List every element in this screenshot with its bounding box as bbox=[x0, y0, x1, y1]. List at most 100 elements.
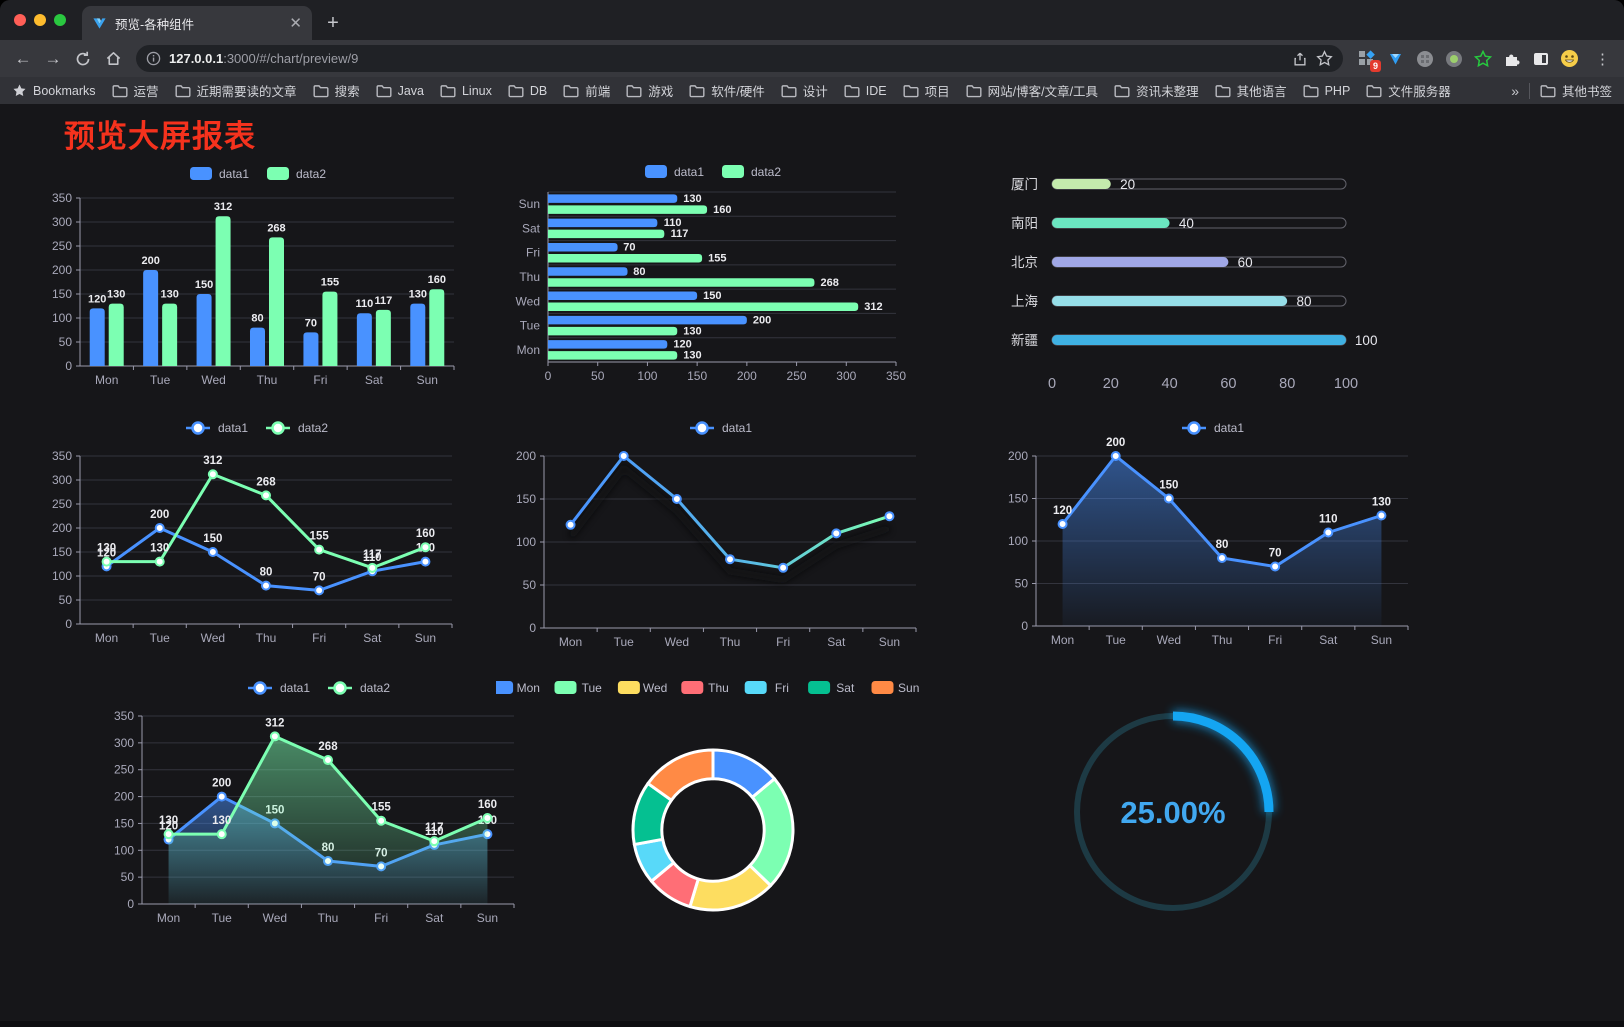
site-info-icon[interactable] bbox=[146, 51, 161, 66]
bookmarks-overflow-chevron[interactable]: » bbox=[1511, 82, 1519, 99]
svg-text:Thu: Thu bbox=[318, 911, 339, 925]
svg-text:312: 312 bbox=[214, 201, 232, 213]
svg-text:北京: 北京 bbox=[1011, 255, 1038, 270]
url-text[interactable]: 127.0.0.1:3000/#/chart/preview/9 bbox=[169, 51, 1284, 66]
svg-text:Sun: Sun bbox=[898, 681, 919, 695]
svg-text:70: 70 bbox=[305, 317, 317, 329]
bookmark-item[interactable]: PHP bbox=[1303, 84, 1350, 98]
window-controls[interactable] bbox=[14, 14, 66, 26]
svg-text:312: 312 bbox=[203, 455, 222, 467]
bookmark-item[interactable]: Linux bbox=[440, 84, 492, 98]
svg-text:20: 20 bbox=[1103, 376, 1119, 392]
address-bar[interactable]: 127.0.0.1:3000/#/chart/preview/9 bbox=[136, 45, 1343, 72]
svg-text:Tue: Tue bbox=[614, 635, 635, 649]
svg-text:200: 200 bbox=[114, 790, 134, 804]
new-tab-button[interactable]: + bbox=[327, 11, 339, 34]
svg-text:130: 130 bbox=[107, 289, 125, 301]
svg-text:0: 0 bbox=[1048, 376, 1056, 392]
bookmark-label: 游戏 bbox=[648, 85, 674, 99]
folder-icon bbox=[563, 84, 579, 97]
bookmark-item[interactable]: 搜索 bbox=[313, 81, 360, 100]
svg-text:Wed: Wed bbox=[643, 681, 667, 695]
folder-icon bbox=[844, 84, 860, 97]
tab-close-icon[interactable]: ✕ bbox=[289, 14, 302, 32]
browser-tab[interactable]: 预览-各种组件 ✕ bbox=[82, 6, 312, 40]
extension-puzzle-icon[interactable] bbox=[1502, 49, 1521, 68]
extension-star-icon[interactable] bbox=[1473, 49, 1492, 68]
bookmarks-label: Bookmarks bbox=[33, 83, 96, 98]
bookmark-item[interactable]: 前端 bbox=[563, 81, 610, 100]
extension-sidepanel-icon[interactable] bbox=[1531, 49, 1550, 68]
bookmark-item[interactable]: 近期需要读的文章 bbox=[175, 81, 297, 100]
charts-grid: data1 data2 0 50 100 150 200 250 300 350 Mon Tue Wed… bbox=[24, 158, 1624, 958]
bookmark-item[interactable]: Java bbox=[376, 84, 424, 98]
bookmark-item[interactable]: 资讯未整理 bbox=[1114, 81, 1199, 100]
bookmark-item[interactable]: 网站/博客/文章/工具 bbox=[966, 81, 1098, 100]
svg-text:Tue: Tue bbox=[520, 319, 541, 333]
svg-text:data2: data2 bbox=[298, 421, 328, 435]
svg-text:Mon: Mon bbox=[95, 373, 118, 387]
bookmark-item[interactable]: DB bbox=[508, 84, 547, 98]
bookmark-label: DB bbox=[529, 83, 548, 98]
svg-text:上海: 上海 bbox=[1011, 294, 1038, 309]
svg-text:Sun: Sun bbox=[415, 631, 436, 645]
extension-record-icon[interactable] bbox=[1444, 49, 1463, 68]
window-bottom-edge bbox=[0, 1021, 1624, 1027]
share-icon[interactable] bbox=[1292, 51, 1308, 67]
svg-text:50: 50 bbox=[121, 870, 135, 884]
back-button[interactable]: ← bbox=[14, 48, 32, 68]
svg-text:0: 0 bbox=[1021, 619, 1028, 633]
bookmark-item[interactable]: 软件/硬件 bbox=[689, 81, 765, 100]
svg-text:300: 300 bbox=[114, 736, 134, 750]
svg-text:Thu: Thu bbox=[257, 373, 278, 387]
bookmark-item[interactable]: 设计 bbox=[781, 81, 828, 100]
reload-button[interactable] bbox=[70, 46, 96, 72]
svg-text:Thu: Thu bbox=[1212, 633, 1233, 647]
bookmark-label: 项目 bbox=[924, 85, 950, 99]
folder-icon bbox=[626, 84, 642, 97]
svg-text:Wed: Wed bbox=[201, 631, 225, 645]
close-window-button[interactable] bbox=[14, 14, 26, 26]
bookmark-label: 前端 bbox=[585, 85, 611, 99]
svg-text:Sat: Sat bbox=[365, 373, 384, 387]
svg-text:250: 250 bbox=[114, 763, 134, 777]
home-button[interactable] bbox=[100, 46, 126, 72]
svg-text:Sat: Sat bbox=[522, 221, 541, 235]
svg-text:312: 312 bbox=[265, 717, 284, 729]
svg-text:130: 130 bbox=[159, 815, 178, 827]
bookmark-star-icon[interactable] bbox=[1316, 50, 1333, 67]
svg-text:25.00%: 25.00% bbox=[1120, 795, 1225, 830]
extension-grid-icon[interactable]: 9 bbox=[1357, 49, 1381, 72]
bookmark-label: 运营 bbox=[133, 85, 159, 99]
svg-text:155: 155 bbox=[708, 252, 726, 264]
bookmark-item[interactable]: IDE bbox=[844, 84, 887, 98]
svg-text:Wed: Wed bbox=[263, 911, 287, 925]
forward-button[interactable]: → bbox=[44, 48, 62, 68]
menu-kebab-icon[interactable]: ⋮ bbox=[1595, 50, 1610, 68]
bookmark-item[interactable]: 文件服务器 bbox=[1366, 81, 1451, 100]
extension-circle-icon[interactable] bbox=[1415, 49, 1434, 68]
svg-text:data1: data1 bbox=[674, 165, 704, 179]
svg-text:100: 100 bbox=[1355, 333, 1378, 348]
svg-text:117: 117 bbox=[671, 228, 689, 240]
bookmark-item[interactable]: 项目 bbox=[903, 81, 950, 100]
other-bookmarks-item[interactable]: 其他书签 bbox=[1540, 81, 1612, 100]
svg-text:Sat: Sat bbox=[836, 681, 855, 695]
extension-gem-icon[interactable] bbox=[1386, 49, 1405, 68]
extension-emoji-icon[interactable] bbox=[1560, 49, 1579, 68]
svg-text:data1: data1 bbox=[219, 167, 249, 181]
bookmark-item[interactable]: 其他语言 bbox=[1215, 81, 1287, 100]
bookmark-label: 资讯未整理 bbox=[1136, 85, 1199, 99]
folder-icon bbox=[903, 84, 919, 97]
svg-text:50: 50 bbox=[59, 593, 73, 607]
svg-text:350: 350 bbox=[886, 369, 906, 383]
svg-text:268: 268 bbox=[820, 277, 838, 289]
svg-text:100: 100 bbox=[637, 369, 657, 383]
minimize-window-button[interactable] bbox=[34, 14, 46, 26]
svg-text:150: 150 bbox=[516, 492, 536, 506]
fullscreen-window-button[interactable] bbox=[54, 14, 66, 26]
bookmarks-manager-item[interactable]: Bookmarks bbox=[12, 83, 96, 98]
bookmark-item[interactable]: 运营 bbox=[112, 81, 159, 100]
bookmark-item[interactable]: 游戏 bbox=[626, 81, 673, 100]
svg-text:0: 0 bbox=[529, 621, 536, 635]
